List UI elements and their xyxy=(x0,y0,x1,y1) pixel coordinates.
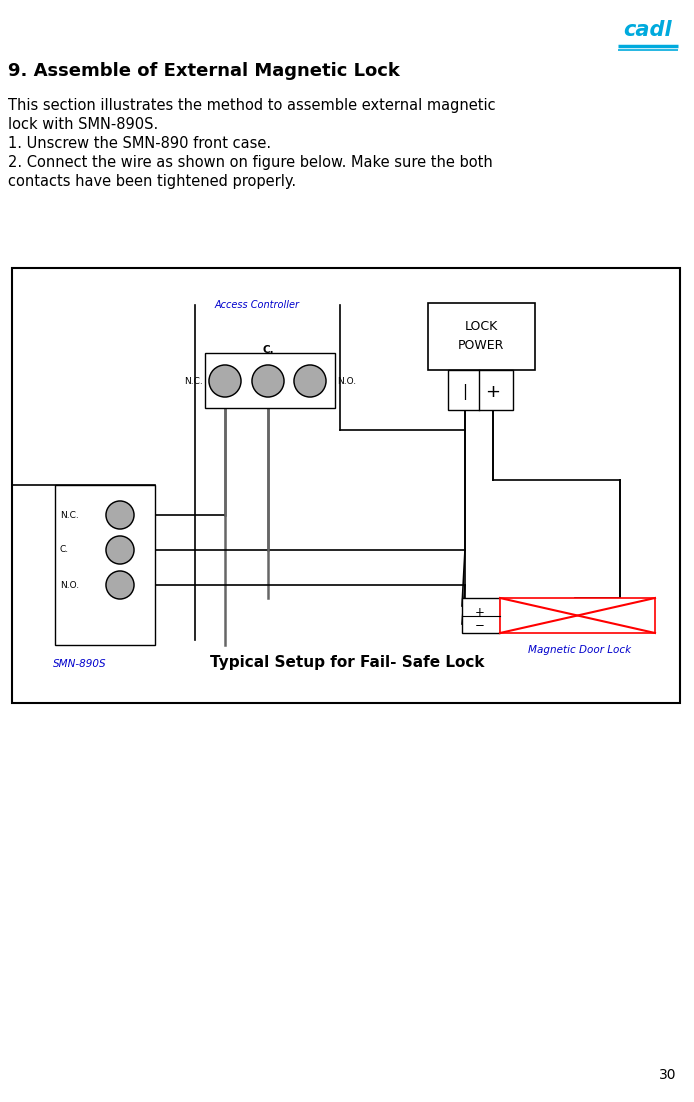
Circle shape xyxy=(106,536,134,564)
Bar xyxy=(500,598,655,633)
Circle shape xyxy=(106,501,134,529)
Text: 1. Unscrew the SMN-890 front case.: 1. Unscrew the SMN-890 front case. xyxy=(8,136,271,151)
Bar xyxy=(462,598,500,633)
Circle shape xyxy=(294,365,326,397)
Text: N.C.: N.C. xyxy=(184,377,203,386)
Text: C.: C. xyxy=(60,545,69,554)
Bar xyxy=(205,353,335,408)
Text: −: − xyxy=(475,619,485,633)
Circle shape xyxy=(106,571,134,599)
Circle shape xyxy=(209,365,241,397)
Text: +: + xyxy=(475,606,485,619)
Text: N.O.: N.O. xyxy=(60,581,79,590)
Text: Typical Setup for Fail- Safe Lock: Typical Setup for Fail- Safe Lock xyxy=(210,655,484,670)
Bar xyxy=(12,268,680,703)
Circle shape xyxy=(252,365,284,397)
Bar xyxy=(428,303,535,370)
Text: cadl: cadl xyxy=(624,20,672,40)
Text: N.O.: N.O. xyxy=(337,377,356,386)
Bar xyxy=(55,485,155,645)
Text: Access Controller: Access Controller xyxy=(215,300,300,310)
Bar xyxy=(448,370,513,410)
Text: +: + xyxy=(486,383,500,401)
Text: C.: C. xyxy=(262,345,274,355)
Text: 2. Connect the wire as shown on figure below. Make sure the both: 2. Connect the wire as shown on figure b… xyxy=(8,155,493,170)
Text: SMN-890S: SMN-890S xyxy=(53,659,107,669)
Text: contacts have been tightened properly.: contacts have been tightened properly. xyxy=(8,174,296,190)
Text: |: | xyxy=(462,383,468,400)
Text: 30: 30 xyxy=(659,1068,676,1082)
Text: POWER: POWER xyxy=(458,339,504,352)
Text: Magnetic Door Lock: Magnetic Door Lock xyxy=(528,645,632,655)
Text: This section illustrates the method to assemble external magnetic: This section illustrates the method to a… xyxy=(8,98,496,114)
Text: LOCK: LOCK xyxy=(464,320,498,333)
Text: lock with SMN-890S.: lock with SMN-890S. xyxy=(8,117,158,132)
Text: N.C.: N.C. xyxy=(60,510,78,519)
Text: 9. Assemble of External Magnetic Lock: 9. Assemble of External Magnetic Lock xyxy=(8,62,400,80)
